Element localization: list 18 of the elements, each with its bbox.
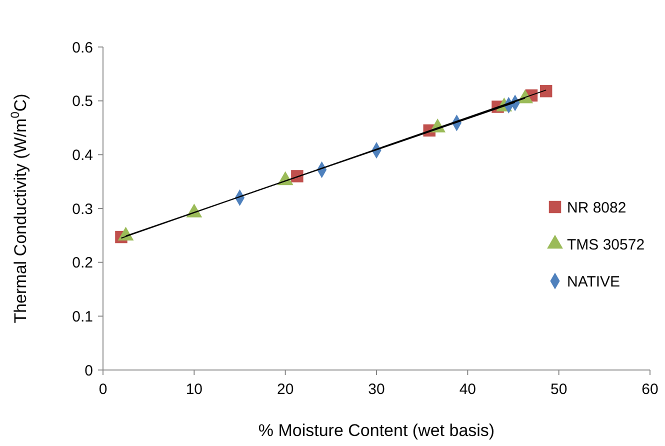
- y-tick-label: 0.5: [72, 93, 93, 110]
- y-tick-label: 0.2: [72, 254, 93, 272]
- x-tick-label: 40: [459, 381, 476, 398]
- y-tick-label: 0.6: [72, 39, 93, 56]
- x-tick-label: 50: [550, 381, 568, 398]
- x-tick-label: 60: [642, 381, 658, 398]
- x-axis-title: % Moisture Content (wet basis): [258, 421, 495, 440]
- y-tick-label: 0: [84, 362, 93, 380]
- x-tick-label: 10: [186, 381, 203, 398]
- legend-label: NR 8082: [567, 199, 626, 216]
- legend-label: NATIVE: [567, 273, 620, 290]
- y-tick-label: 0.4: [72, 146, 93, 164]
- x-tick-label: 0: [98, 381, 108, 398]
- y-tick-label: 0.1: [72, 308, 93, 326]
- x-tick-label: 20: [276, 381, 294, 398]
- y-tick-label: 0.3: [72, 200, 93, 218]
- legend-label: TMS 30572: [567, 236, 645, 254]
- x-tick-label: 30: [368, 381, 385, 398]
